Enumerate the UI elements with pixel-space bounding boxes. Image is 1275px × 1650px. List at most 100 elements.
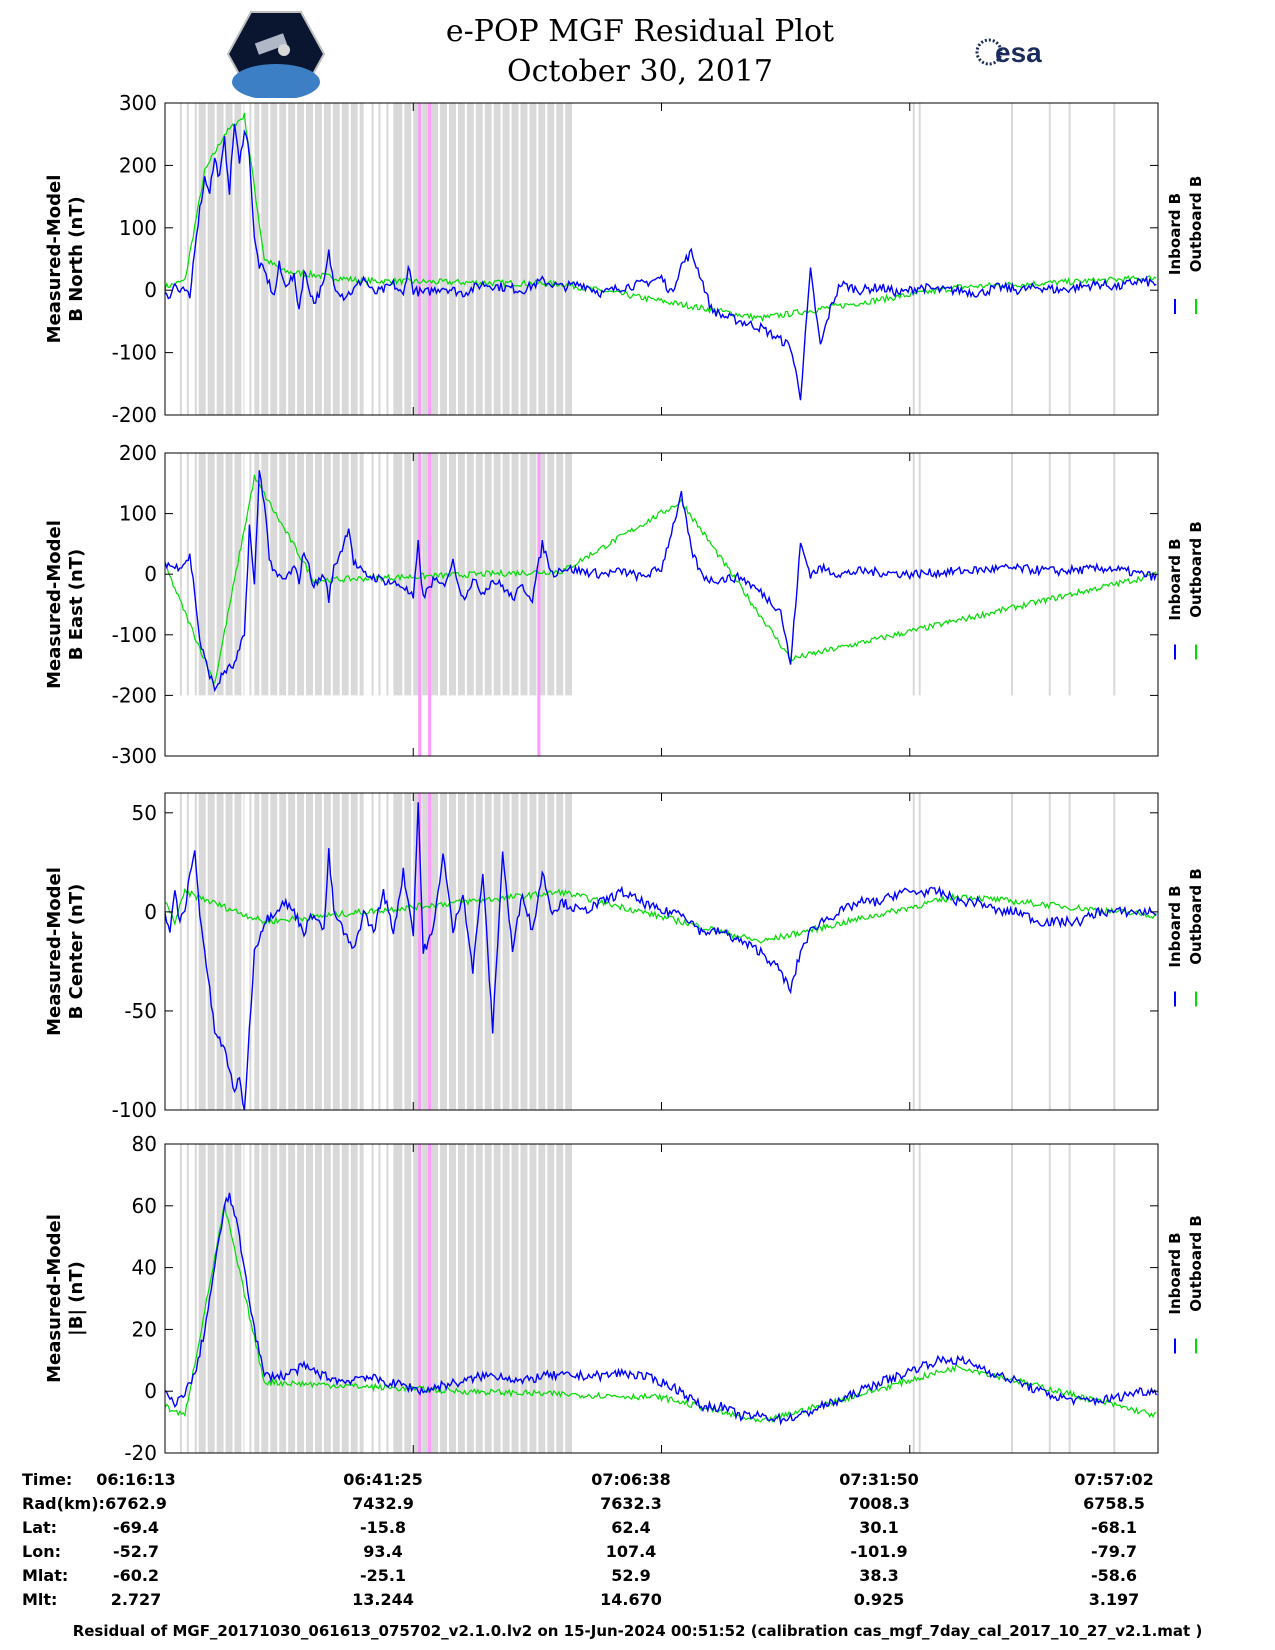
shade-gap — [205, 103, 208, 415]
shade-gap — [357, 1144, 360, 1453]
highlight-line — [418, 103, 422, 415]
shade-gap — [464, 1144, 467, 1453]
shade-line — [186, 453, 189, 696]
shade-gap — [563, 1144, 566, 1453]
shade-gap — [438, 793, 441, 1110]
shade-gap — [554, 1144, 557, 1453]
shade-gap — [491, 793, 494, 1110]
shade-gap — [330, 1144, 333, 1453]
shade-gap — [509, 793, 512, 1110]
y-tick-label: -100 — [112, 1098, 157, 1122]
esa-logo-text: esa — [995, 37, 1042, 68]
chart-title-line1: e-POP MGF Residual Plot — [445, 14, 835, 49]
shade-gap — [500, 1144, 503, 1453]
shade-line — [179, 1144, 182, 1453]
y-tick-label: 200 — [119, 153, 157, 177]
shade-gap — [563, 453, 566, 696]
shade-gap — [304, 793, 307, 1110]
shade-gap — [214, 103, 217, 415]
shade-gap — [268, 103, 271, 415]
shade-line — [918, 793, 921, 1110]
shade-gap — [286, 793, 289, 1110]
table-cell: 06:41:25 — [343, 1470, 423, 1489]
table-cell: -101.9 — [850, 1542, 908, 1561]
shade-gap — [491, 453, 494, 696]
shade-gap — [447, 103, 450, 415]
shade-region — [254, 103, 364, 415]
table-cell: 7008.3 — [848, 1494, 910, 1513]
shade-gap — [295, 103, 298, 415]
shade-region — [194, 793, 245, 1110]
shade-line — [1011, 453, 1014, 696]
shade-gap — [554, 793, 557, 1110]
table-cell: 107.4 — [605, 1542, 657, 1561]
y-axis-label: B Center (nT) — [66, 884, 87, 1020]
shade-gap — [572, 453, 575, 696]
cassiope-logo — [226, 10, 326, 102]
highlight-line — [428, 793, 432, 1110]
shade-region — [254, 453, 364, 696]
table-cell: 7632.3 — [600, 1494, 662, 1513]
y-tick-label: -200 — [112, 403, 157, 427]
shade-gap — [509, 103, 512, 415]
shade-gap — [321, 1144, 324, 1453]
shade-gap — [286, 1144, 289, 1453]
shade-gap — [330, 793, 333, 1110]
table-cell: 2.727 — [110, 1590, 162, 1609]
shade-gap — [563, 793, 566, 1110]
y-tick-label: 200 — [119, 441, 157, 465]
shade-line — [386, 453, 389, 696]
y-tick-label: 100 — [119, 216, 157, 240]
shade-line — [1048, 103, 1051, 415]
chart-title: e-POP MGF Residual Plot October 30, 2017 — [380, 12, 900, 92]
table-cell: 06:16:13 — [96, 1470, 176, 1489]
shade-gap — [339, 793, 342, 1110]
shade-gap — [500, 793, 503, 1110]
shade-gap — [268, 1144, 271, 1453]
y-axis-label: |B| (nT) — [66, 1261, 87, 1336]
shade-gap — [473, 453, 476, 696]
shade-gap — [402, 793, 405, 1110]
shade-gap — [214, 1144, 217, 1453]
series-inboard-line — [164, 123, 1157, 401]
shade-gap — [214, 453, 217, 696]
footer-caption: Residual of MGF_20171030_061613_075702_v… — [72, 1622, 1203, 1640]
shade-line — [1048, 453, 1051, 696]
table-cell: 38.3 — [859, 1566, 899, 1585]
shade-gap — [438, 103, 441, 415]
shade-gap — [259, 103, 262, 415]
shade-gap — [321, 793, 324, 1110]
shade-line — [1048, 1144, 1051, 1453]
y-tick-label: -100 — [112, 341, 157, 365]
shade-gap — [232, 103, 235, 415]
shade-gap — [277, 1144, 280, 1453]
y-axis-label: Measured-Model — [44, 867, 65, 1036]
shade-gap — [304, 453, 307, 696]
table-cell: 52.9 — [611, 1566, 651, 1585]
shade-gap — [509, 1144, 512, 1453]
shade-gap — [411, 793, 414, 1110]
table-cell: -60.2 — [112, 1566, 160, 1585]
shade-gap — [312, 793, 315, 1110]
shade-gap — [277, 453, 280, 696]
shade-gap — [357, 793, 360, 1110]
shade-gap — [339, 453, 342, 696]
legend-outboard-label: Outboard B — [1187, 521, 1205, 618]
y-tick-label: 0 — [144, 900, 157, 924]
shade-gap — [518, 103, 521, 415]
shade-gap — [464, 793, 467, 1110]
y-tick-label: 0 — [144, 278, 157, 302]
shade-line — [249, 793, 252, 1110]
shade-gap — [572, 1144, 575, 1453]
shade-gap — [232, 1144, 235, 1453]
shade-gap — [321, 103, 324, 415]
shade-line — [1113, 453, 1116, 696]
y-tick-label: -20 — [124, 1441, 157, 1465]
shade-gap — [500, 103, 503, 415]
shade-gap — [241, 1144, 244, 1453]
shade-line — [249, 103, 252, 415]
shade-gap — [286, 103, 289, 415]
shade-gap — [259, 793, 262, 1110]
shade-line — [1068, 793, 1071, 1110]
highlight-line — [428, 103, 432, 415]
